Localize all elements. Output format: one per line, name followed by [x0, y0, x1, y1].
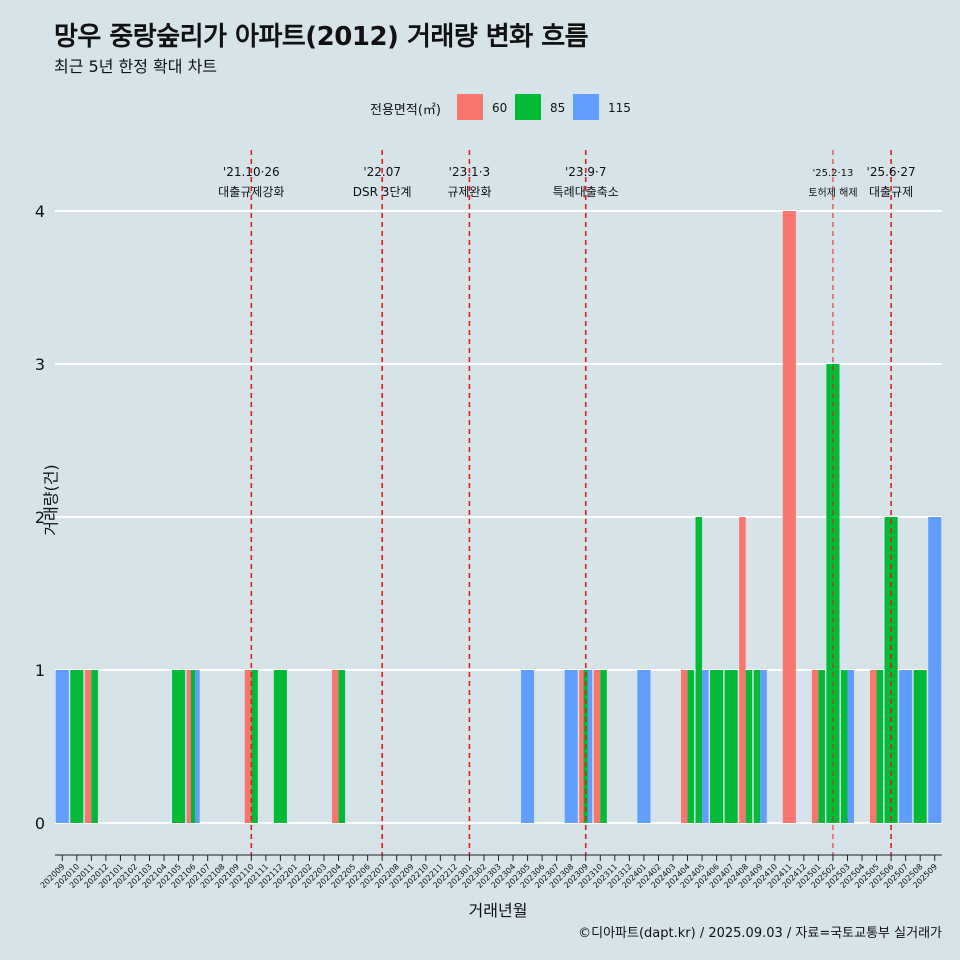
y-tick-label: 1	[35, 661, 45, 680]
event-date: '22.07	[363, 165, 401, 179]
bar-60-202011	[84, 670, 92, 823]
legend-swatch-85	[515, 94, 541, 120]
bar-60-202505	[870, 670, 877, 823]
y-tick-label: 2	[35, 508, 45, 527]
event-date: '23.9·7	[565, 165, 606, 179]
event-date: '23.1·3	[449, 165, 490, 179]
bar-60-202408	[739, 517, 746, 823]
chart-title: 망우 중랑숲리가 아파트(2012) 거래량 변화 흐름	[54, 22, 589, 52]
bar-115-202409	[760, 670, 767, 823]
y-axis-label: 거래량(건)	[41, 464, 61, 536]
event-label: 대출규제	[869, 185, 913, 199]
event-label: 특례대출축소	[553, 185, 619, 199]
bar-60-202404	[680, 670, 688, 823]
bar-115-202401	[637, 670, 651, 823]
bar-60-202110	[244, 670, 252, 823]
bar-85-202503	[840, 670, 848, 823]
bar-85-202112	[273, 670, 287, 823]
bar-60-202204	[332, 670, 339, 823]
legend-label-115: 115	[608, 101, 631, 115]
bar-85-202501	[818, 670, 825, 823]
bar-115-202509	[928, 517, 942, 823]
y-tick-label: 0	[35, 814, 45, 833]
legend-swatch-60	[457, 94, 483, 120]
bar-85-202010	[70, 670, 84, 823]
bar-85-202011	[91, 670, 98, 823]
legend: 전용면적(㎡) 60 85 115	[0, 94, 960, 122]
bar-60-202411	[782, 211, 796, 823]
legend-label-60: 60	[492, 101, 508, 115]
bar-60-202106	[186, 670, 191, 823]
chart-subtitle: 최근 5년 한정 확대 차트	[54, 57, 218, 76]
legend-label-85: 85	[550, 101, 566, 115]
event-label: 규제완화	[447, 185, 491, 199]
bar-85-202409	[753, 670, 761, 823]
source-caption: ©디아파트(dapt.kr) / 2025.09.03 / 자료=국토교통부 실…	[578, 926, 942, 941]
event-date: '25.6·27	[867, 165, 916, 179]
event-label: 토허제 해제	[808, 186, 857, 199]
bar-115-202309	[587, 670, 593, 823]
bar-85-202506	[884, 517, 898, 823]
bar-85-202407	[724, 670, 738, 823]
bar-60-202310	[593, 670, 601, 823]
bar-85-202204	[338, 670, 346, 823]
bar-85-202106	[190, 670, 196, 823]
bar-85-202310	[600, 670, 607, 823]
event-label: 대출규제강화	[218, 185, 284, 199]
bar-115-202106	[195, 670, 200, 823]
bar-85-202404	[687, 670, 695, 823]
bar-85-202508	[913, 670, 927, 823]
bar-115-202305	[521, 670, 535, 823]
bar-115-202009	[55, 670, 69, 823]
bar-85-202408	[745, 670, 753, 823]
legend-title: 전용면적(㎡)	[370, 103, 441, 118]
bar-60-202501	[811, 670, 819, 823]
bar-115-202503	[847, 670, 855, 823]
bar-85-202505	[876, 670, 884, 823]
event-label: DSR 3단계	[353, 185, 412, 199]
bar-115-202507	[899, 670, 913, 823]
event-date: '25.2·13	[812, 168, 853, 179]
y-tick-label: 4	[35, 202, 45, 221]
x-axis-label: 거래년월	[468, 901, 528, 920]
bar-115-202405	[702, 670, 709, 823]
bar-85-202105	[172, 670, 186, 823]
bar-60-202309	[579, 670, 584, 823]
bar-115-202308	[564, 670, 578, 823]
bar-85-202406	[710, 670, 724, 823]
legend-swatch-115	[573, 94, 599, 120]
y-tick-label: 3	[35, 355, 45, 374]
bar-85-202110	[251, 670, 258, 823]
bar-85-202405	[695, 517, 703, 823]
event-date: '21.10·26	[223, 165, 280, 179]
